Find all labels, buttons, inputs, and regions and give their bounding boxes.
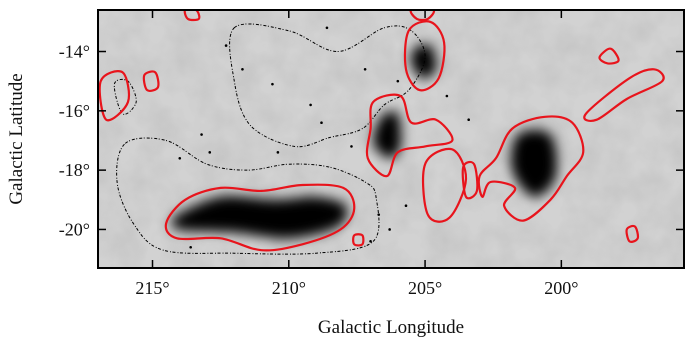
black-contour-dust-blob-left (113, 78, 137, 115)
y-tick-label--14: -14° (59, 42, 90, 62)
red-contour-lambda-ori (403, 20, 446, 92)
red-contour-crossbones (421, 147, 468, 223)
red-contour-orion-a (164, 183, 356, 252)
speckle-17 (467, 118, 470, 122)
x-axis-title: Galactic Longitude (318, 317, 464, 338)
speckle-10 (178, 156, 182, 160)
dark-region-lambda-ori-north (410, 44, 437, 79)
red-contour-blob-top-edge-a (183, 10, 201, 22)
y-axis-ticks: -14° -16° -18° -20° (59, 42, 684, 239)
dark-region-ngc-2024-region (373, 111, 402, 159)
y-axis-title: Galactic Latitude (6, 73, 27, 204)
red-contour-blob-top-left (98, 70, 131, 122)
speckle-0 (224, 44, 228, 47)
x-tick-label-210: 210° (272, 278, 306, 298)
speckle-3 (309, 103, 312, 107)
red-contour-blob-small-a (142, 70, 160, 92)
speckle-18 (369, 240, 372, 243)
red-contour-blob-small-c (352, 233, 365, 247)
speckle-14 (396, 79, 400, 83)
speckle-4 (320, 121, 323, 124)
black-contour-dust-orion-b (229, 23, 426, 148)
speckle-11 (200, 133, 203, 136)
dark-region-orion-a-ridge (170, 195, 348, 239)
x-tick-label-200: 200° (544, 278, 578, 298)
speckle-8 (404, 204, 408, 208)
red-contour-filament-west (583, 68, 665, 122)
speckle-2 (271, 82, 274, 86)
dark-region-mon-r2-area (511, 129, 558, 197)
plot-frame (97, 9, 685, 269)
speckle-13 (363, 68, 367, 71)
red-contour-mon-r2 (477, 115, 585, 222)
emission-dark-regions (170, 44, 558, 239)
y-tick-label--18: -18° (59, 160, 90, 180)
speckle-1 (241, 68, 244, 71)
x-tick-label-215: 215° (135, 278, 169, 298)
speckle-7 (388, 228, 391, 231)
red-contour-small-blob-east (461, 160, 479, 200)
x-axis-ticks: 215° 210° 205° 200° (135, 10, 578, 298)
speckle-16 (445, 94, 449, 98)
speckle-12 (276, 151, 280, 154)
speckle-6 (377, 213, 381, 216)
red-contour-orion-b (365, 93, 454, 178)
y-tick-label--20: -20° (59, 219, 90, 239)
contour-speckles (178, 26, 470, 249)
speckle-5 (350, 145, 353, 148)
red-contour-blob-top-edge-b (409, 10, 436, 22)
red-contour-blob-small-b (598, 47, 620, 65)
speckle-15 (325, 26, 329, 30)
speckle-9 (208, 151, 212, 154)
dust-contours (113, 23, 426, 255)
plot-area (98, 10, 684, 268)
x-tick-label-205: 205° (408, 278, 442, 298)
speckle-19 (189, 245, 192, 249)
y-tick-label--16: -16° (59, 101, 90, 121)
red-contour-blob-small-d (625, 224, 640, 243)
black-contour-dust-orion-a (116, 137, 380, 255)
emission-contours (98, 10, 665, 252)
